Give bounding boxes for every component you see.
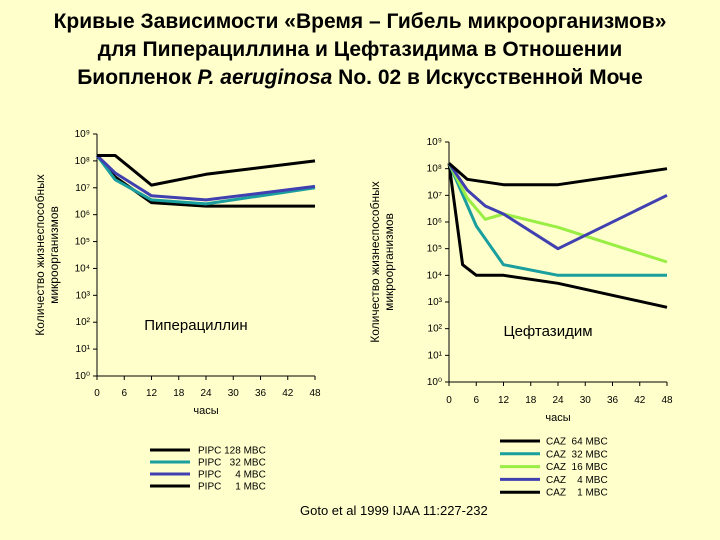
chart1-x-tick-label: 36	[255, 388, 267, 399]
chart2-legend-label: CAZ 4 MBC	[546, 475, 608, 486]
chart1-drug-label: Пиперациллин	[144, 317, 247, 334]
title-line-3: Биопленок P. aeruginosa No. 02 в Искусст…	[0, 64, 720, 92]
chart1-legend-label: PIPC 128 MBC	[198, 446, 266, 457]
chart2-y-tick-label: 10⁵	[427, 244, 442, 255]
chart1-y-tick-label: 10²	[76, 317, 91, 328]
chart1-x-tick-label: 6	[121, 388, 127, 399]
chart1-x-tick-label: 12	[146, 388, 158, 399]
chart2-x-tick-label: 24	[552, 395, 564, 406]
chart2-y-tick-label: 10⁶	[427, 217, 442, 228]
chart1-legend-label: PIPC 4 MBC	[198, 470, 266, 481]
chart1-x-axis-label: часы	[193, 405, 218, 417]
chart2-y-tick-label: 10³	[428, 297, 443, 308]
chart2-y-tick-label: 10⁴	[427, 270, 442, 281]
chart1-y-tick-label: 10⁴	[75, 263, 90, 274]
chart1-x-tick-label: 18	[173, 388, 185, 399]
chart1-series-line	[95, 154, 316, 206]
chart1-x-tick-label: 30	[228, 388, 240, 399]
chart2-legend-label: CAZ 32 MBC	[546, 449, 608, 460]
chart1-y-tick-label: 10⁵	[75, 237, 90, 248]
chart1-y-tick-label: 10⁷	[75, 183, 90, 194]
chart1-y-axis-label-line1: Количество жизнеспособных	[33, 174, 47, 335]
chart1-y-tick-label: 10³	[76, 290, 91, 301]
chart2-x-tick-label: 0	[446, 395, 452, 406]
chart2-legend-label: CAZ 64 MBC	[546, 437, 608, 448]
title-line-3-post: No. 02 в Искусственной Моче	[332, 66, 643, 89]
chart2-series-line	[447, 162, 667, 277]
chart1-y-tick-label: 10⁰	[75, 371, 90, 382]
chart2-x-tick-label: 30	[580, 395, 592, 406]
chart2-y-axis-label-line2: микроорганизмов	[382, 213, 396, 311]
chart1-y-axis-label-line2: микроорганизмов	[47, 206, 61, 304]
title-line-1: Кривые Зависимости «Время – Гибель микро…	[53, 10, 667, 33]
chart1-x-tick-label: 42	[282, 388, 294, 399]
chart1-y-tick-label: 10⁸	[75, 156, 90, 167]
chart1-x-tick-label: 48	[309, 388, 321, 399]
title-line-3-italic: P. aeruginosa	[197, 66, 333, 89]
chart2-x-tick-label: 12	[498, 395, 510, 406]
chart1-legend-label: PIPC 1 MBC	[198, 482, 266, 493]
chart1-x-tick-label: 24	[200, 388, 212, 399]
chart2-x-tick-label: 48	[661, 395, 673, 406]
chart2-legend-label: CAZ 16 MBC	[546, 462, 608, 473]
chart2-series-line	[448, 162, 668, 187]
chart2-series-line	[447, 163, 668, 309]
chart2-y-axis-label-line1: Количество жизнеспособных	[368, 181, 382, 342]
chart2-y-tick-label: 10⁹	[427, 137, 442, 148]
citation: Goto et al 1999 IJAA 11:227-232	[300, 503, 488, 518]
chart2-y-tick-label: 10⁸	[427, 164, 442, 175]
chart1-y-tick-label: 10⁶	[75, 210, 90, 221]
chart2-legend-label: CAZ 1 MBC	[546, 488, 608, 499]
chart1-y-tick-label: 10¹	[76, 344, 91, 355]
title-line-3-pre: Биопленок	[77, 66, 198, 89]
chart2-x-tick-label: 18	[525, 395, 537, 406]
chart1-y-tick-label: 10⁹	[75, 129, 90, 140]
chart2-y-tick-label: 10⁷	[427, 190, 442, 201]
chart1-legend-label: PIPC 32 MBC	[198, 458, 266, 469]
chart2-series-line	[447, 162, 668, 264]
chart2-x-tick-label: 42	[634, 395, 646, 406]
chart2-x-tick-label: 36	[607, 395, 619, 406]
title-line-2: для Пиперациллина и Цефтазидима в Отноше…	[97, 38, 623, 61]
chart2-series-line	[447, 162, 668, 251]
chart1-x-tick-label: 0	[94, 388, 100, 399]
chart1-series-line	[97, 154, 316, 187]
chart2-drug-label: Цефтазидим	[503, 323, 592, 340]
chart2-y-tick-label: 10¹	[428, 350, 443, 361]
chart1-series-line	[95, 154, 316, 202]
chart2-x-tick-label: 6	[473, 395, 479, 406]
page-title: Кривые Зависимости «Время – Гибель микро…	[0, 8, 720, 92]
chart2-y-tick-label: 10⁰	[427, 377, 442, 388]
chart2-x-axis-label: часы	[545, 412, 570, 424]
chart2-y-tick-label: 10²	[428, 324, 443, 335]
